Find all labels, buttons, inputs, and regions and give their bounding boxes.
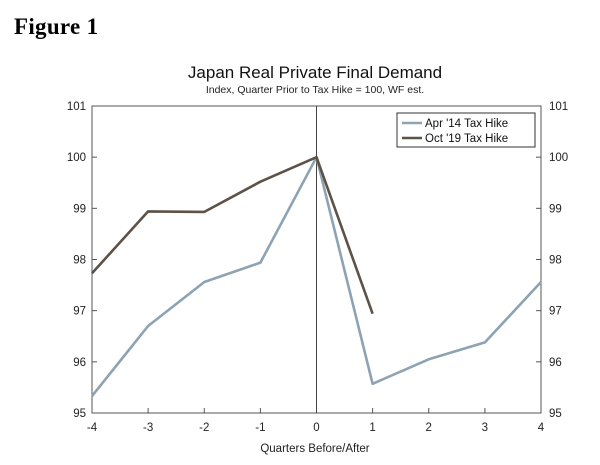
chart-subtitle: Index, Quarter Prior to Tax Hike = 100, … <box>206 84 424 96</box>
y-tick-label-left: 99 <box>73 203 86 215</box>
figure-label: Figure 1 <box>14 14 99 39</box>
x-tick-label: -2 <box>199 422 209 434</box>
x-tick-label: 0 <box>313 422 319 434</box>
x-tick-label: -3 <box>143 422 153 434</box>
x-tick-label: 1 <box>369 422 375 434</box>
x-tick-label: 3 <box>482 422 488 434</box>
x-tick-label: -1 <box>255 422 265 434</box>
y-tick-label-left: 101 <box>67 101 86 113</box>
chart-title: Japan Real Private Final Demand <box>188 63 442 82</box>
legend-label-1: Oct '19 Tax Hike <box>425 133 508 145</box>
x-tick-label: 2 <box>426 422 432 434</box>
legend-label-0: Apr '14 Tax Hike <box>425 118 508 130</box>
y-tick-label-left: 98 <box>73 255 86 267</box>
y-tick-label-right: 97 <box>549 306 562 318</box>
legend: Apr '14 Tax Hike Oct '19 Tax Hike <box>396 112 536 148</box>
y-tick-label-left: 100 <box>67 152 86 164</box>
y-tick-label-right: 98 <box>549 255 562 267</box>
y-tick-label-left: 95 <box>73 408 86 420</box>
plot-area: 95 95 96 96 97 97 98 98 99 99 100 100 101 101 -4 -3 -2 -1… <box>67 101 568 434</box>
series-line-1 <box>91 155 374 315</box>
y-tick-label-right: 96 <box>549 357 562 369</box>
y-tick-label-right: 95 <box>549 408 562 420</box>
x-axis-label: Quarters Before/After <box>260 443 369 455</box>
x-tick-label: -4 <box>87 422 98 434</box>
y-tick-label-left: 96 <box>73 357 86 369</box>
y-tick-label-left: 97 <box>73 306 86 318</box>
y-tick-label-right: 101 <box>549 101 568 113</box>
x-tick-label: 4 <box>538 422 545 434</box>
y-tick-label-right: 100 <box>549 152 568 164</box>
y-tick-label-right: 99 <box>549 203 562 215</box>
legend-box <box>396 112 536 148</box>
